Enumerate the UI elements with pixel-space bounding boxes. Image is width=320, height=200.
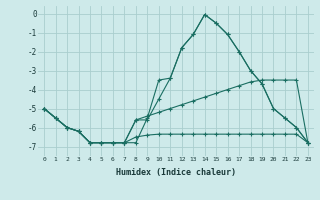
X-axis label: Humidex (Indice chaleur): Humidex (Indice chaleur) [116,168,236,177]
